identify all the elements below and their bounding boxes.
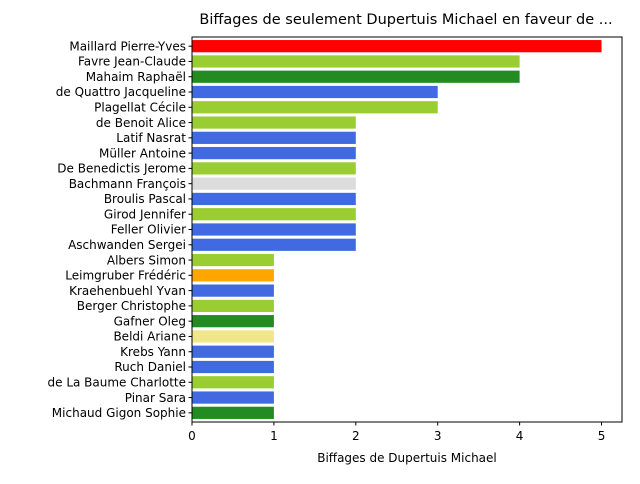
y-tick-label: Bachmann François: [69, 177, 186, 191]
y-tick-label: Gafner Oleg: [114, 314, 186, 328]
bars-layer: [192, 40, 602, 419]
x-tick-label: 2: [352, 429, 360, 443]
y-tick-label: Feller Olivier: [111, 223, 186, 237]
y-tick-label: Plagellat Cécile: [94, 100, 186, 114]
y-tick-label: de Benoit Alice: [96, 116, 186, 130]
bar: [192, 330, 274, 343]
bar: [192, 85, 438, 99]
x-axis: 0 1 2 3 4 5: [188, 422, 605, 443]
bar: [192, 101, 438, 114]
bar: [192, 391, 274, 404]
x-tick-label: 4: [516, 429, 524, 443]
y-tick-labels: Maillard Pierre-Yves Favre Jean-ClaudeMah…: [48, 39, 192, 420]
y-tick-label: Albers Simon: [107, 253, 186, 267]
bar: [192, 406, 274, 419]
y-tick-label: Maillard Pierre-Yves: [69, 39, 186, 53]
x-tick-label: 1: [270, 429, 278, 443]
y-tick-label: Leimgruber Frédéric: [65, 269, 186, 283]
x-axis-label: Biffages de Dupertuis Michael: [317, 451, 497, 465]
bar: [192, 376, 274, 389]
y-tick-label: Broulis Pascal: [104, 192, 186, 206]
bar: [192, 208, 356, 221]
y-tick-label: de Quattro Jacqueline: [56, 85, 186, 99]
y-tick-label: de La Baume Charlotte: [48, 375, 187, 389]
y-tick-label: Girod Jennifer: [104, 207, 186, 221]
y-tick-label: Berger Christophe: [77, 299, 186, 313]
bar: [192, 360, 274, 374]
y-tick-label: Krebs Yann: [120, 345, 186, 359]
x-tick-label: 0: [188, 429, 196, 443]
plot-frame: [191, 36, 623, 423]
bar: [192, 177, 356, 190]
y-tick-label: Aschwanden Sergei: [68, 238, 186, 252]
bar: [192, 269, 274, 282]
y-tick-label: Kraehenbuehl Yvan: [69, 284, 186, 298]
y-tick-label: Michaud Gigon Sophie: [52, 406, 186, 420]
bar: [192, 253, 274, 267]
bar: [192, 116, 356, 129]
bar: [192, 284, 274, 297]
y-tick-label: Pinar Sara: [125, 391, 186, 405]
bar: [192, 131, 356, 144]
bar: [192, 147, 356, 160]
x-tick-label: 5: [598, 429, 606, 443]
bar: [192, 238, 356, 251]
bar: [192, 345, 274, 358]
bar: [192, 162, 356, 175]
bar: [192, 315, 274, 328]
y-tick-label: Latif Nasrat: [116, 131, 186, 145]
bar: [192, 40, 602, 53]
y-tick-label: Favre Jean-Claude: [78, 55, 186, 69]
y-tick-label: Mahaim Raphaël: [86, 70, 186, 84]
chart-title: Biffages de seulement Dupertuis Michael …: [199, 12, 612, 28]
x-tick-label: 3: [434, 429, 442, 443]
y-tick-label: De Benedictis Jerome: [57, 162, 186, 176]
y-tick-label: Ruch Daniel: [114, 360, 186, 374]
y-tick-label: Beldi Ariane: [113, 330, 186, 344]
bar: [192, 192, 356, 206]
bar: [192, 299, 274, 312]
bar: [192, 55, 520, 68]
bar: [192, 70, 520, 83]
bar: [192, 223, 356, 236]
y-tick-label: Müller Antoine: [99, 146, 186, 160]
